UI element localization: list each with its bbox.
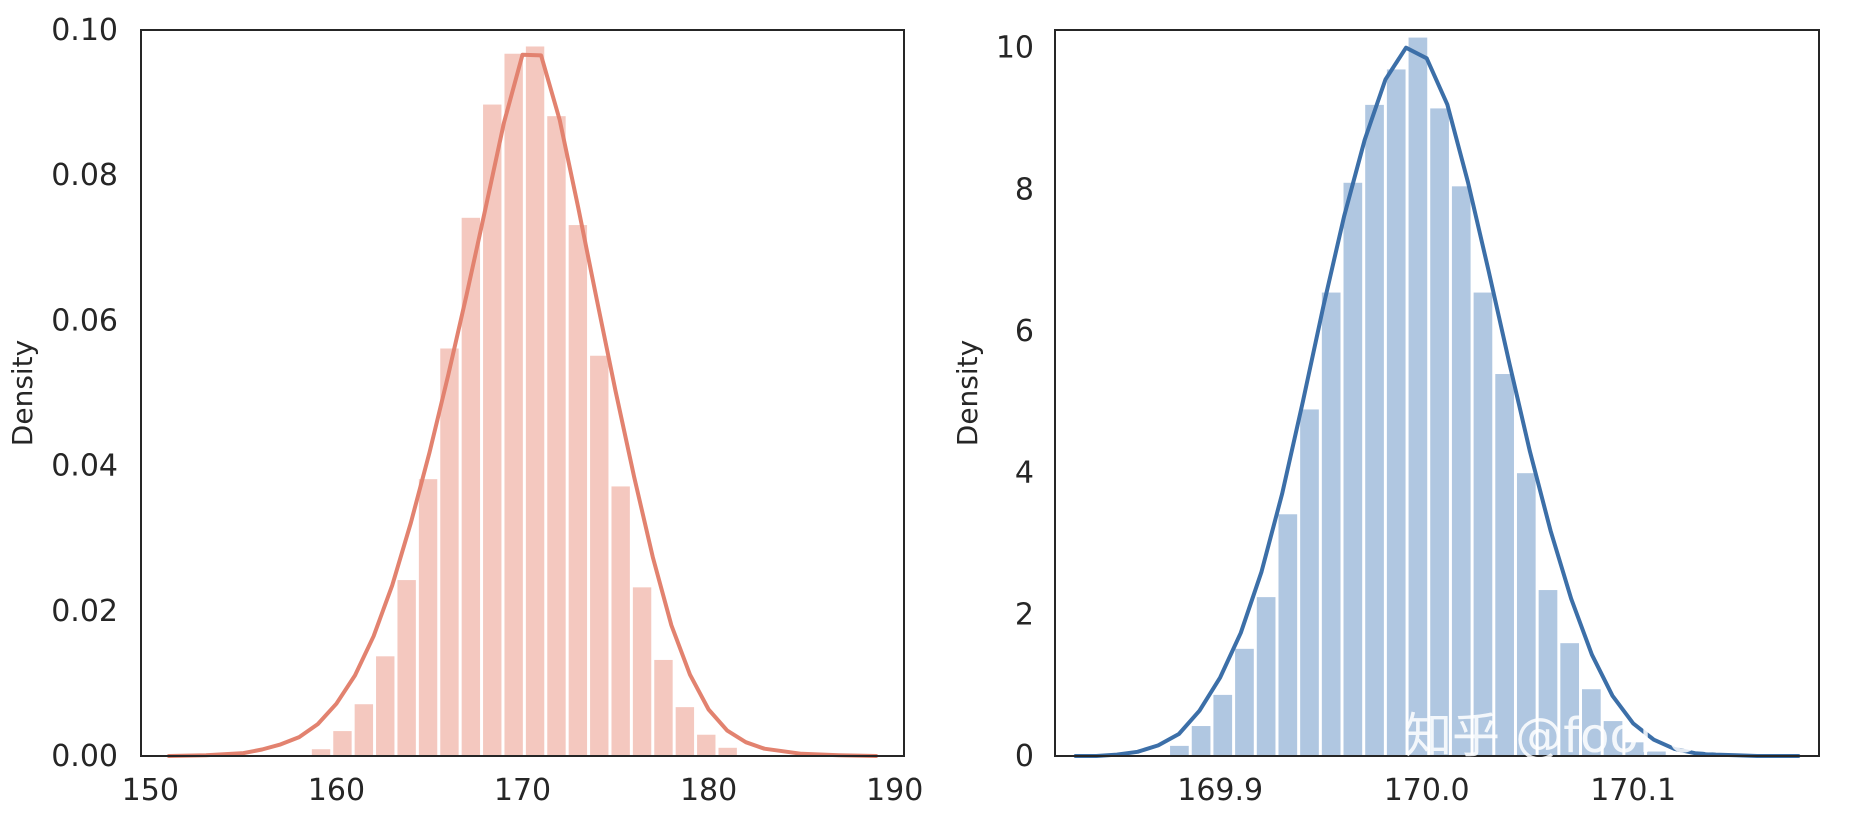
y-tick-label: 8 (1015, 172, 1034, 207)
x-tick-label: 170.0 (1384, 773, 1470, 808)
histogram-bar (1342, 181, 1364, 757)
histogram-bar (1494, 373, 1515, 757)
histogram-bar (1472, 291, 1494, 757)
y-tick-label: 4 (1015, 456, 1034, 491)
histogram-bar (653, 658, 674, 757)
axes-frame (140, 29, 905, 757)
y-tick-label: 0.04 (51, 449, 118, 484)
histogram-bar (1234, 647, 1255, 757)
histogram-bar (696, 733, 717, 757)
histogram-bar (353, 703, 375, 757)
histogram-bar (1385, 68, 1407, 757)
y-tick-label: 6 (1015, 314, 1034, 349)
histogram-bar (396, 579, 417, 757)
histogram-bar (1169, 744, 1190, 757)
y-tick-label: 2 (1015, 597, 1034, 632)
histogram-bar (503, 52, 524, 757)
histogram-bar (1299, 408, 1320, 757)
histogram-bar (631, 586, 653, 757)
histogram-bar (332, 730, 353, 757)
histogram-bar (375, 655, 396, 757)
x-tick-label: 170.1 (1590, 773, 1676, 808)
x-tick-label: 190 (866, 773, 923, 808)
x-tick-label: 160 (308, 773, 365, 808)
histogram-bar (1450, 185, 1472, 757)
kde-line (166, 52, 879, 758)
y-tick-label: 0.08 (51, 158, 118, 193)
y-tick-label: 10 (996, 31, 1034, 66)
x-tick-label: 170 (494, 773, 551, 808)
histogram-bar (1277, 513, 1299, 757)
histogram-bar (1320, 291, 1342, 757)
histogram-bar (417, 478, 439, 757)
histogram-bars (1169, 36, 1667, 757)
right-histogram-chart: 169.9 170.0 170.1 0 2 4 6 8 10 Density (951, 29, 1820, 808)
y-tick-label: 0.06 (51, 303, 118, 338)
histogram-bar (1190, 725, 1212, 757)
histogram-bar (310, 748, 332, 757)
histogram-bar (567, 224, 589, 757)
watermark-text: 知乎 @fool cool (1404, 708, 1766, 764)
x-tick-label: 150 (122, 773, 179, 808)
histogram-bar (589, 354, 610, 757)
axes-frame (1054, 29, 1820, 757)
y-tick-label: 0.02 (51, 594, 118, 629)
histogram-bar (1429, 107, 1450, 757)
x-tick-label: 180 (680, 773, 737, 808)
histogram-bar (439, 347, 460, 757)
histogram-bars (310, 45, 738, 757)
y-tick-label: 0.00 (51, 739, 118, 774)
histogram-bar (1255, 596, 1277, 757)
y-tick-label: 0.10 (51, 13, 118, 48)
histogram-bar (524, 45, 546, 757)
kde-line (1073, 45, 1801, 758)
histogram-bar (610, 485, 631, 757)
histogram-bar (546, 115, 567, 757)
y-tick-label: 0 (1015, 739, 1034, 774)
histogram-bar (674, 706, 696, 757)
histogram-bar (1364, 103, 1385, 757)
histogram-bar (717, 746, 738, 757)
left-histogram-chart: 150 160 170 180 190 0.00 0.02 0.04 0.06 0.08 0.10 D… (6, 13, 923, 808)
histogram-bar (1212, 693, 1234, 757)
x-tick-label: 169.9 (1177, 773, 1263, 808)
y-axis-label: Density (6, 340, 39, 446)
y-axis-label: Density (951, 340, 984, 446)
histogram-bar (1407, 36, 1429, 757)
